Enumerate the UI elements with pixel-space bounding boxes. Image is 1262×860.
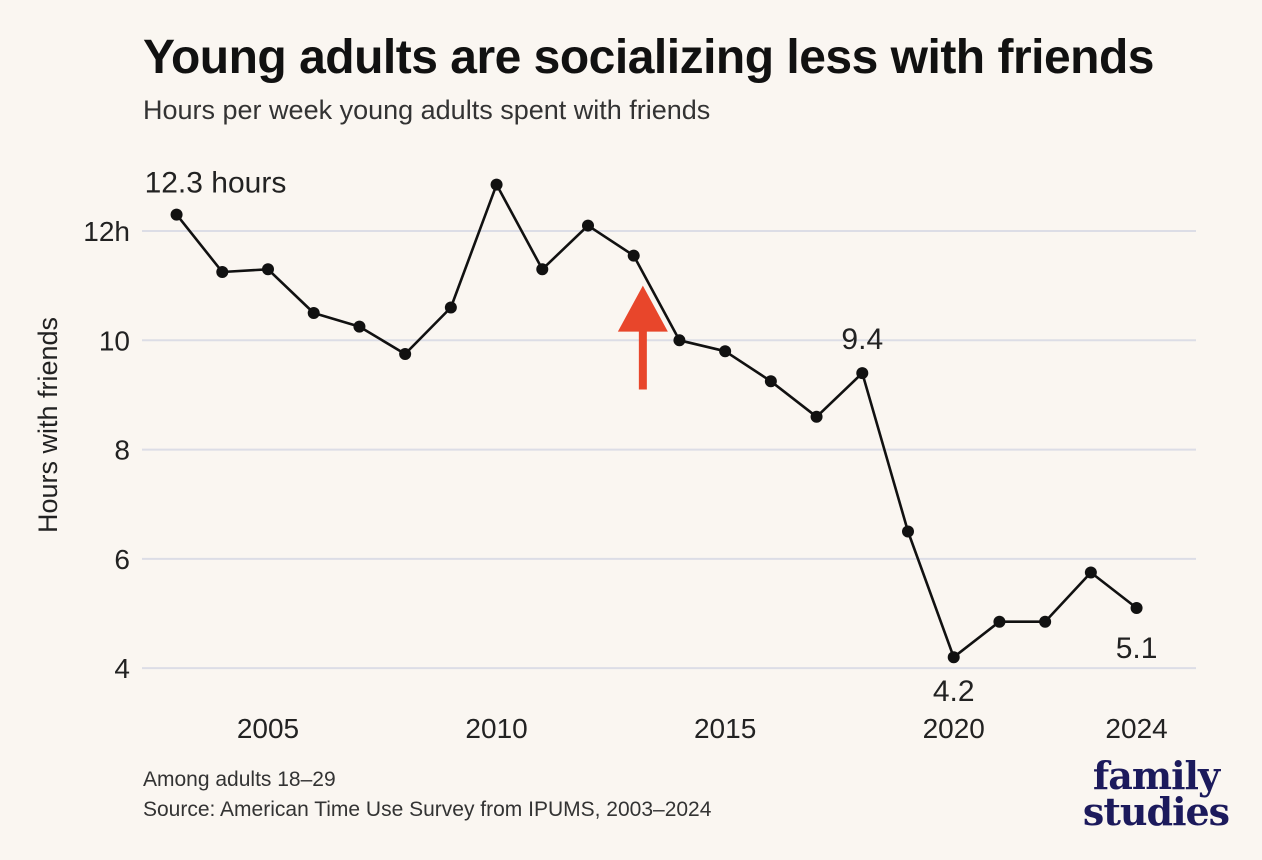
x-tick-label: 2015 bbox=[694, 713, 756, 744]
y-tick-label: 6 bbox=[114, 544, 130, 575]
data-point bbox=[627, 249, 640, 262]
series-line bbox=[175, 183, 1138, 659]
y-tick-label: 12h bbox=[83, 216, 130, 247]
data-point bbox=[490, 178, 503, 191]
data-point bbox=[170, 208, 183, 221]
line-chart: 4 6 8 10 12h 2005 2010 2015 2020 2024 Hours with f… bbox=[33, 167, 1196, 744]
y-tick-label: 10 bbox=[99, 325, 130, 356]
logo-word-family: family bbox=[1092, 753, 1220, 798]
chart-subtitle: Hours per week young adults spent with f… bbox=[143, 95, 711, 125]
y-tick-label: 4 bbox=[114, 653, 130, 684]
data-label: 12.3 hours bbox=[145, 167, 287, 200]
x-tick-label: 2005 bbox=[237, 713, 299, 744]
data-label: 4.2 bbox=[933, 675, 975, 708]
data-point bbox=[399, 347, 412, 360]
data-point bbox=[1130, 602, 1143, 615]
data-point bbox=[810, 410, 823, 423]
data-point bbox=[902, 525, 914, 538]
x-tick-label: 2024 bbox=[1105, 713, 1167, 744]
data-point bbox=[582, 219, 594, 232]
x-tick-label: 2010 bbox=[465, 713, 527, 744]
data-point bbox=[719, 345, 732, 358]
data-point bbox=[673, 334, 686, 347]
data-point bbox=[993, 615, 1006, 628]
family-studies-logo: family studies bbox=[1076, 753, 1236, 834]
chart-note: Among adults 18–29 bbox=[143, 768, 336, 791]
highlight-arrow-head bbox=[617, 285, 668, 332]
chart-title: Young adults are socializing less with f… bbox=[143, 31, 1155, 84]
y-axis-label: Hours with friends bbox=[33, 317, 63, 533]
data-point bbox=[536, 263, 549, 276]
data-point bbox=[353, 320, 366, 333]
data-point bbox=[764, 375, 777, 388]
data-point bbox=[444, 301, 457, 314]
x-tick-label: 2020 bbox=[923, 713, 985, 744]
data-point bbox=[262, 263, 274, 276]
data-label: 9.4 bbox=[841, 323, 883, 356]
y-tick-label: 8 bbox=[114, 435, 130, 466]
data-point bbox=[307, 306, 320, 319]
logo-word-studies: studies bbox=[1082, 789, 1230, 834]
data-point bbox=[947, 651, 960, 664]
data-label: 5.1 bbox=[1116, 632, 1158, 665]
data-point bbox=[856, 367, 869, 380]
data-point bbox=[216, 266, 229, 279]
chart-source: Source: American Time Use Survey from IP… bbox=[143, 798, 712, 821]
data-point bbox=[1084, 566, 1097, 579]
data-point bbox=[1039, 615, 1052, 628]
